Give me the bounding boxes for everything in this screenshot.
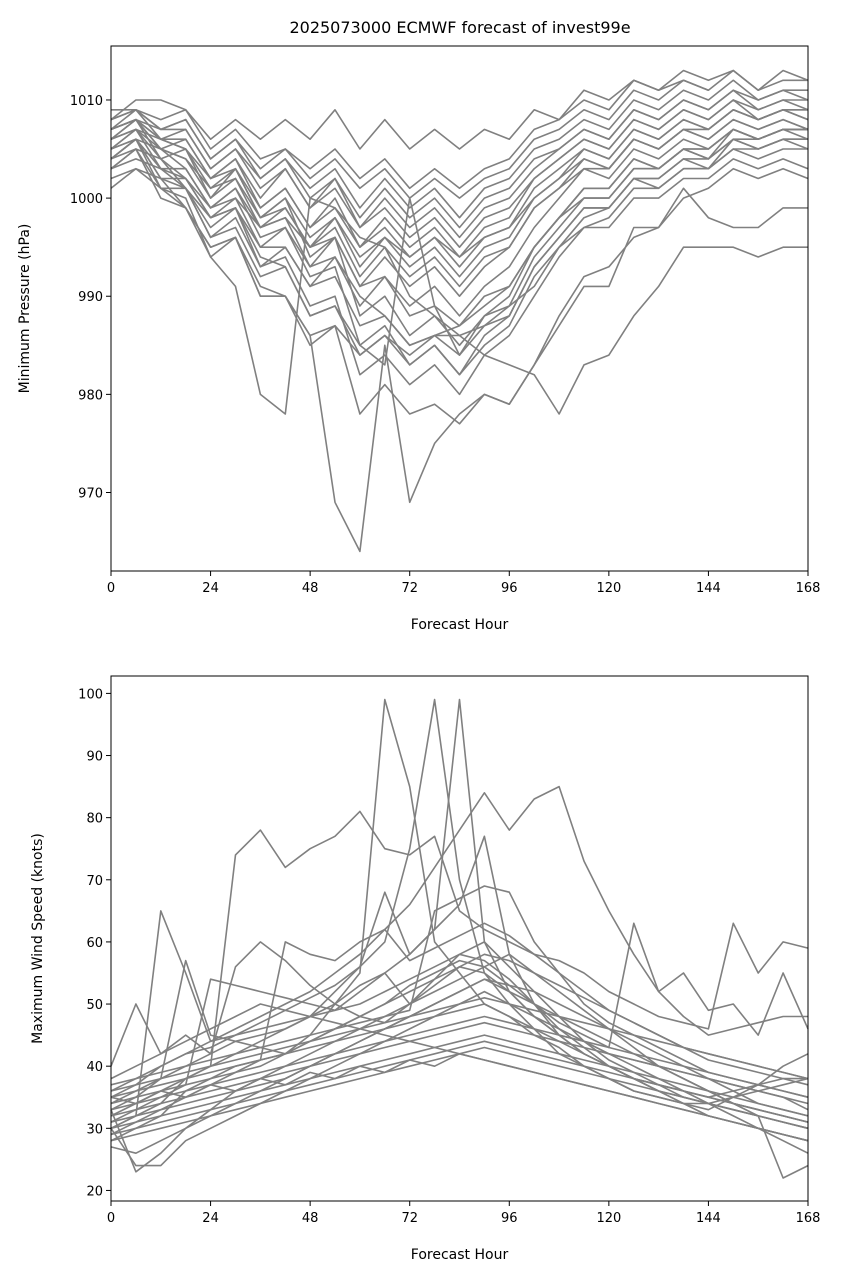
bottom-series-group	[110, 698, 809, 1179]
top-ensemble-line-20	[110, 148, 808, 553]
bottom-ensemble-line-26	[110, 1053, 809, 1142]
bottom-x-tick-label-24: 24	[202, 1211, 219, 1226]
bottom-ensemble-line-1	[110, 810, 809, 1130]
bottom-x-tick-label-0: 0	[107, 1211, 115, 1226]
top-series-group	[110, 69, 809, 553]
top-ensemble-line-13	[110, 138, 809, 425]
bottom-x-tick-label-168: 168	[796, 1211, 821, 1226]
top-x-tick-label-0: 0	[107, 581, 115, 596]
bottom-y-tick-label-20: 20	[86, 1184, 103, 1199]
top-ensemble-line-26	[110, 128, 808, 356]
top-x-tick-label-72: 72	[401, 581, 418, 596]
bottom-x-tick-label-72: 72	[401, 1211, 418, 1226]
top-x-tick-label-48: 48	[302, 581, 319, 596]
bottom-ensemble-line-22	[110, 997, 809, 1092]
bottom-y-tick-label-90: 90	[86, 750, 103, 765]
bottom-y-axis: 20 30 40 50 60 70 80 90 100	[78, 687, 111, 1199]
bottom-x-tick-label-144: 144	[696, 1211, 721, 1226]
top-ensemble-line-22	[110, 118, 808, 347]
top-ensemble-line-2	[110, 79, 709, 150]
top-y-tick-label-1000: 1000	[70, 192, 103, 207]
bottom-x-tick-label-96: 96	[501, 1211, 518, 1226]
bottom-x-tick-label-120: 120	[596, 1211, 621, 1226]
bottom-x-axis-label: Forecast Hour	[411, 1247, 509, 1263]
top-ensemble-line-15	[110, 109, 809, 268]
bottom-y-tick-label-60: 60	[86, 936, 103, 951]
top-ensemble-line-24	[110, 89, 809, 229]
top-y-tick-label-970: 970	[78, 486, 103, 501]
top-chart-title: 2025073000 ECMWF forecast of invest99e	[289, 18, 630, 37]
bottom-x-tick-label-48: 48	[302, 1211, 319, 1226]
top-ensemble-line-19	[110, 138, 808, 415]
bottom-ensemble-line-2	[110, 698, 809, 1142]
top-ensemble-line-14	[110, 99, 809, 248]
top-x-tick-label-144: 144	[696, 581, 721, 596]
top-y-tick-label-980: 980	[78, 388, 103, 403]
bottom-ensemble-line-9	[110, 922, 809, 1105]
bottom-ensemble-line-25	[110, 1034, 809, 1130]
bottom-ensemble-line-21	[110, 953, 809, 1105]
top-ensemble-line-16	[110, 118, 809, 288]
top-y-axis-label: Minimum Pressure (hPa)	[17, 224, 33, 394]
top-x-tick-label-96: 96	[501, 581, 518, 596]
top-x-tick-label-120: 120	[596, 581, 621, 596]
bottom-ensemble-line-5	[110, 785, 808, 1098]
bottom-y-tick-label-30: 30	[86, 1122, 103, 1137]
bottom-y-tick-label-70: 70	[86, 874, 103, 889]
bottom-y-tick-label-50: 50	[86, 998, 103, 1013]
top-ensemble-line-12	[110, 128, 809, 396]
top-ensemble-line-17	[110, 128, 808, 376]
bottom-plot-frame	[110, 675, 809, 1202]
top-x-tick-label-168: 168	[796, 581, 821, 596]
top-ensemble-line-23	[110, 109, 808, 258]
bottom-ensemble-line-3	[110, 698, 809, 1117]
bottom-y-axis-label: Maximum Wind Speed (knots)	[30, 833, 46, 1044]
bottom-x-axis: 0 24 48 72 96 120 144 168	[107, 1201, 821, 1226]
bottom-ensemble-line-17	[110, 885, 809, 1098]
bottom-ensemble-line-24	[110, 1015, 809, 1111]
bottom-y-tick-label-40: 40	[86, 1060, 103, 1075]
top-ensemble-line-9	[110, 128, 809, 317]
bottom-y-tick-label-100: 100	[78, 687, 103, 702]
bottom-ensemble-line-12	[110, 978, 809, 1179]
top-y-tick-label-1010: 1010	[70, 94, 103, 109]
top-x-tick-label-24: 24	[202, 581, 219, 596]
top-y-tick-label-990: 990	[78, 290, 103, 305]
bottom-ensemble-line-19	[110, 1040, 809, 1136]
top-x-axis: 0 24 48 72 96 120 144 168	[107, 571, 821, 596]
top-plot-frame	[110, 45, 809, 572]
bottom-ensemble-line-20	[110, 978, 809, 1123]
top-x-axis-label: Forecast Hour	[411, 617, 509, 633]
bottom-ensemble-line-18	[110, 1021, 809, 1117]
bottom-y-tick-label-80: 80	[86, 812, 103, 827]
top-ensemble-line-1	[111, 69, 809, 190]
bottom-ensemble-line-14	[110, 953, 809, 1173]
top-y-axis: 970 980 990 1000 1010	[70, 94, 111, 501]
